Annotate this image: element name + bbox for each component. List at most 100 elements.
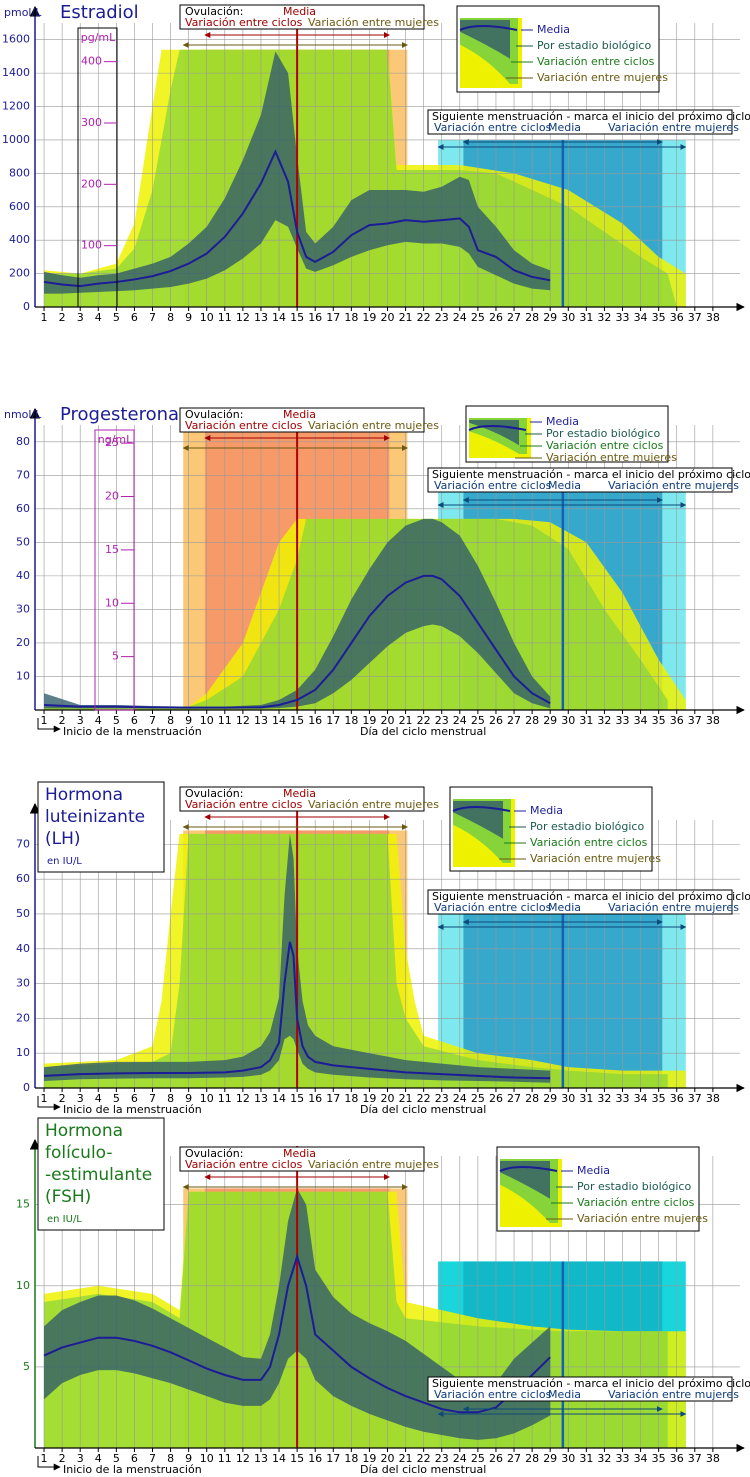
x-tick-label: 12 bbox=[236, 1092, 250, 1105]
legend-swatch-stage bbox=[500, 1161, 550, 1199]
x-tick-label: 38 bbox=[706, 1452, 720, 1465]
x-tick-label: 10 bbox=[200, 311, 214, 324]
legend-label: Variación entre ciclos bbox=[530, 836, 648, 849]
x-tick-label: 13 bbox=[254, 1092, 268, 1105]
x-tick-label: 22 bbox=[417, 1092, 431, 1105]
y-tick-label: 40 bbox=[16, 942, 30, 955]
x-tick-label: 3 bbox=[77, 1092, 84, 1105]
x-tick-label: 13 bbox=[254, 714, 268, 727]
y2-tick-label: 100 bbox=[81, 239, 102, 252]
x-tick-label: 10 bbox=[200, 1092, 214, 1105]
x-tick-label: 1 bbox=[41, 311, 48, 324]
x-tick-label: 17 bbox=[326, 1452, 340, 1465]
x-tick-label: 25 bbox=[471, 1092, 485, 1105]
x-tick-label: 36 bbox=[670, 1092, 684, 1105]
x-tick-label: 36 bbox=[670, 1452, 684, 1465]
x-note: Inicio de la menstruación bbox=[63, 725, 202, 738]
biological-stage-band bbox=[44, 518, 551, 709]
y2-box bbox=[77, 27, 118, 308]
y2-box bbox=[94, 429, 135, 711]
y-tick-label: 50 bbox=[16, 907, 30, 920]
y2-label: pg/mL bbox=[81, 31, 116, 44]
y-tick-label: 800 bbox=[9, 166, 30, 179]
x-tick-label: 16 bbox=[308, 311, 322, 324]
y-tick-label: 30 bbox=[16, 977, 30, 990]
x-tick-label: 11 bbox=[218, 714, 232, 727]
x-tick-label: 14 bbox=[272, 714, 286, 727]
x-tick-label: 33 bbox=[616, 1452, 630, 1465]
legend-label: Media bbox=[546, 415, 579, 428]
x-tick-label: 11 bbox=[218, 1092, 232, 1105]
x-tick-label: 3 bbox=[77, 311, 84, 324]
x-tick-label: 11 bbox=[218, 311, 232, 324]
next-cycles-label: Variación entre ciclos bbox=[434, 479, 552, 492]
chart-title: -estimulante bbox=[45, 1165, 152, 1185]
legend-swatch-mean bbox=[452, 806, 511, 812]
x-tick-label: 6 bbox=[131, 311, 138, 324]
ovulation-women-label: Variación entre mujeres bbox=[308, 16, 439, 29]
x-tick-label: 30 bbox=[561, 311, 575, 324]
y-tick-label: 0 bbox=[23, 300, 30, 313]
x-tick-label: 22 bbox=[417, 1452, 431, 1465]
x-tick-label: 24 bbox=[453, 1452, 467, 1465]
next-mean-label: Media bbox=[548, 121, 581, 134]
x-tick-label: 2 bbox=[59, 714, 66, 727]
chart-title: (LH) bbox=[45, 829, 81, 849]
x-tick-label: 37 bbox=[688, 714, 702, 727]
legend-swatch-mean bbox=[499, 1166, 558, 1172]
legend-label: Por estadio biológico bbox=[577, 1180, 691, 1193]
next-women-label: Variación entre mujeres bbox=[608, 121, 739, 134]
x-tick-label: 8 bbox=[167, 311, 174, 324]
x-tick-label: 8 bbox=[167, 714, 174, 727]
chart-title: Estradiol bbox=[60, 2, 139, 23]
x-tick-label: 20 bbox=[381, 1092, 395, 1105]
x-tick-label: 33 bbox=[616, 311, 630, 324]
y-tick-label: 80 bbox=[16, 435, 30, 448]
legend-label: Por estadio biológico bbox=[546, 427, 660, 440]
y2-tick-label: 5 bbox=[112, 650, 119, 663]
ovulation-label: Ovulación: bbox=[185, 1147, 243, 1160]
x-tick-label: 17 bbox=[326, 311, 340, 324]
x-tick-label: 34 bbox=[634, 311, 648, 324]
ovulation-label: Ovulación: bbox=[185, 5, 243, 18]
next-cycles-label: Variación entre ciclos bbox=[434, 1388, 552, 1401]
x-tick-label: 7 bbox=[149, 1092, 156, 1105]
x-tick-label: 31 bbox=[579, 311, 593, 324]
x-tick-label: 34 bbox=[634, 714, 648, 727]
x-tick-label: 19 bbox=[362, 714, 376, 727]
x-tick-label: 28 bbox=[525, 1092, 539, 1105]
y-tick-label: 15 bbox=[16, 1198, 30, 1211]
y-tick-label: 200 bbox=[9, 267, 30, 280]
x-tick-label: 35 bbox=[652, 1452, 666, 1465]
x-tick-label: 14 bbox=[272, 311, 286, 324]
y2-tick-label: 400 bbox=[81, 55, 102, 68]
x-tick-label: 34 bbox=[634, 1452, 648, 1465]
x-tick-label: 30 bbox=[561, 714, 575, 727]
next-mean-label: Media bbox=[548, 479, 581, 492]
x-tick-label: 20 bbox=[381, 311, 395, 324]
x-tick-label: 26 bbox=[489, 1452, 503, 1465]
legend-label: Variación entre mujeres bbox=[530, 852, 661, 865]
legend-label: Por estadio biológico bbox=[537, 39, 651, 52]
y-tick-label: 1600 bbox=[2, 33, 30, 46]
chart-panel: 1 2 3 4 5 6 7 8 9 10 11 12 13 14 15 16 17 18 19 20 21 22 23 24 2… bbox=[16, 1117, 750, 1476]
legend-label: Media bbox=[530, 804, 563, 817]
x-axis-label: Día del ciclo menstrual bbox=[360, 1103, 486, 1116]
next-cycles-label: Variación entre ciclos bbox=[434, 121, 552, 134]
start-marker bbox=[37, 1096, 61, 1111]
y-unit: nmol/L bbox=[4, 408, 42, 421]
x-tick-label: 31 bbox=[579, 714, 593, 727]
legend-swatch-mean bbox=[459, 25, 518, 31]
legend-swatch-stage bbox=[453, 801, 503, 839]
ovulation-cycles-label: Variación entre ciclos bbox=[185, 1158, 303, 1171]
x-tick-label: 9 bbox=[185, 311, 192, 324]
x-tick-label: 33 bbox=[616, 714, 630, 727]
ovulation-label: Ovulación: bbox=[185, 408, 243, 421]
next-women-label: Variación entre mujeres bbox=[608, 1388, 739, 1401]
x-tick-label: 26 bbox=[489, 311, 503, 324]
x-tick-label: 21 bbox=[399, 1092, 413, 1105]
chart-panel: 1 2 3 4 5 6 7 8 9 10 11 12 13 14 15 16 17 18 19 20 21 22 23 24 2… bbox=[4, 404, 750, 738]
x-tick-label: 5 bbox=[113, 1092, 120, 1105]
y-tick-label: 60 bbox=[16, 872, 30, 885]
x-tick-label: 27 bbox=[507, 1452, 521, 1465]
